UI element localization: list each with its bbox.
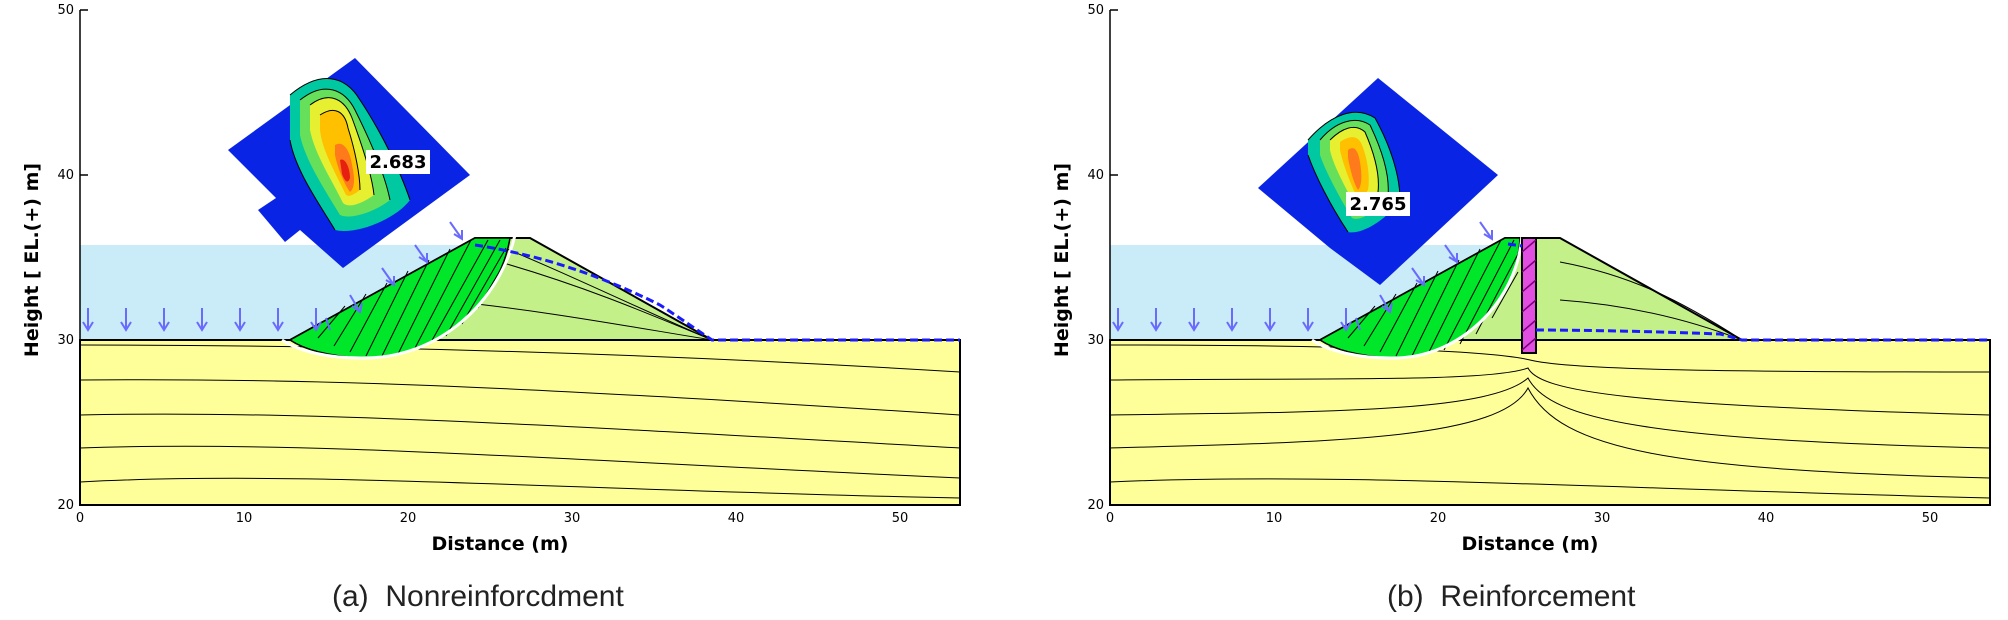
y-tick-label: 20 bbox=[1087, 498, 1104, 513]
panel-nonreinforcement: 2.683 50 40 30 20 0 10 20 30 40 50 Dista… bbox=[21, 3, 961, 555]
panel-reinforcement: 2.765 50 40 30 20 0 10 20 30 40 50 Dista… bbox=[1030, 0, 2008, 620]
y-tick-label: 30 bbox=[1087, 333, 1104, 348]
x-axis-title: Distance (m) bbox=[1462, 533, 1599, 555]
x-tick-labels: 0 10 20 30 40 50 bbox=[76, 511, 908, 526]
x-tick-label: 50 bbox=[892, 511, 909, 526]
slope-stability-figure-b: 2.765 50 40 30 20 0 10 20 30 40 50 Dista… bbox=[1051, 3, 1991, 555]
x-tick-label: 40 bbox=[728, 511, 745, 526]
foundation-layer bbox=[79, 339, 961, 506]
slip-circle bbox=[1311, 234, 1524, 360]
y-tick-labels: 50 40 30 20 bbox=[1087, 3, 1104, 513]
safety-factor-contour-inset: 2.683 bbox=[228, 58, 470, 268]
y-axis-title: Height [ EL.(+) m] bbox=[1051, 163, 1073, 357]
caption-label: (a) bbox=[332, 580, 369, 613]
sheet-pile-hatching bbox=[1521, 239, 1537, 351]
x-tick-label: 50 bbox=[1922, 511, 1939, 526]
x-tick-label: 40 bbox=[1758, 511, 1775, 526]
x-tick-label: 0 bbox=[76, 511, 84, 526]
seepage-arrows bbox=[82, 221, 463, 332]
x-tick-label: 30 bbox=[1594, 511, 1611, 526]
y-tick-label: 20 bbox=[57, 498, 74, 513]
seepage-arrows bbox=[1112, 221, 1493, 332]
slip-mass-hatching bbox=[317, 239, 507, 357]
caption-panel-a: (a) Nonreinforcdment bbox=[332, 580, 624, 614]
phreatic-line bbox=[1507, 242, 1990, 342]
x-tick-label: 10 bbox=[236, 511, 253, 526]
y-axis-title: Height [ EL.(+) m] bbox=[21, 163, 43, 357]
x-tick-label: 20 bbox=[1430, 511, 1447, 526]
x-tick-label: 20 bbox=[400, 511, 417, 526]
axes bbox=[79, 9, 960, 506]
y-tick-labels: 50 40 30 20 bbox=[57, 3, 74, 513]
x-tick-label: 30 bbox=[564, 511, 581, 526]
caption-text: Reinforcement bbox=[1440, 580, 1636, 613]
slope-stability-figure-a: 2.683 50 40 30 20 0 10 20 30 40 50 Dista… bbox=[21, 3, 961, 555]
y-tick-label: 30 bbox=[57, 333, 74, 348]
caption-panel-b: (b) Reinforcement bbox=[1387, 580, 1635, 614]
factor-of-safety-label: 2.683 bbox=[370, 152, 427, 173]
x-tick-label: 10 bbox=[1266, 511, 1283, 526]
axes bbox=[1109, 9, 1990, 506]
phreatic-line bbox=[474, 243, 960, 342]
factor-of-safety-label: 2.765 bbox=[1350, 194, 1407, 215]
x-tick-labels: 0 10 20 30 40 50 bbox=[1106, 511, 1938, 526]
y-tick-label: 50 bbox=[1087, 3, 1104, 18]
sheet-pile bbox=[1521, 237, 1537, 354]
slip-mass-hatching bbox=[1347, 239, 1519, 357]
slip-circle bbox=[281, 234, 517, 360]
safety-factor-contour-inset: 2.765 bbox=[1258, 78, 1498, 285]
caption-label: (b) bbox=[1387, 580, 1424, 613]
y-tick-label: 40 bbox=[57, 168, 74, 183]
y-tick-label: 40 bbox=[1087, 168, 1104, 183]
foundation-layer bbox=[1109, 339, 1991, 506]
x-tick-label: 0 bbox=[1106, 511, 1114, 526]
caption-text: Nonreinforcdment bbox=[385, 580, 624, 613]
flow-lines bbox=[1109, 261, 1991, 499]
y-tick-label: 50 bbox=[57, 3, 74, 18]
x-axis-title: Distance (m) bbox=[432, 533, 569, 555]
